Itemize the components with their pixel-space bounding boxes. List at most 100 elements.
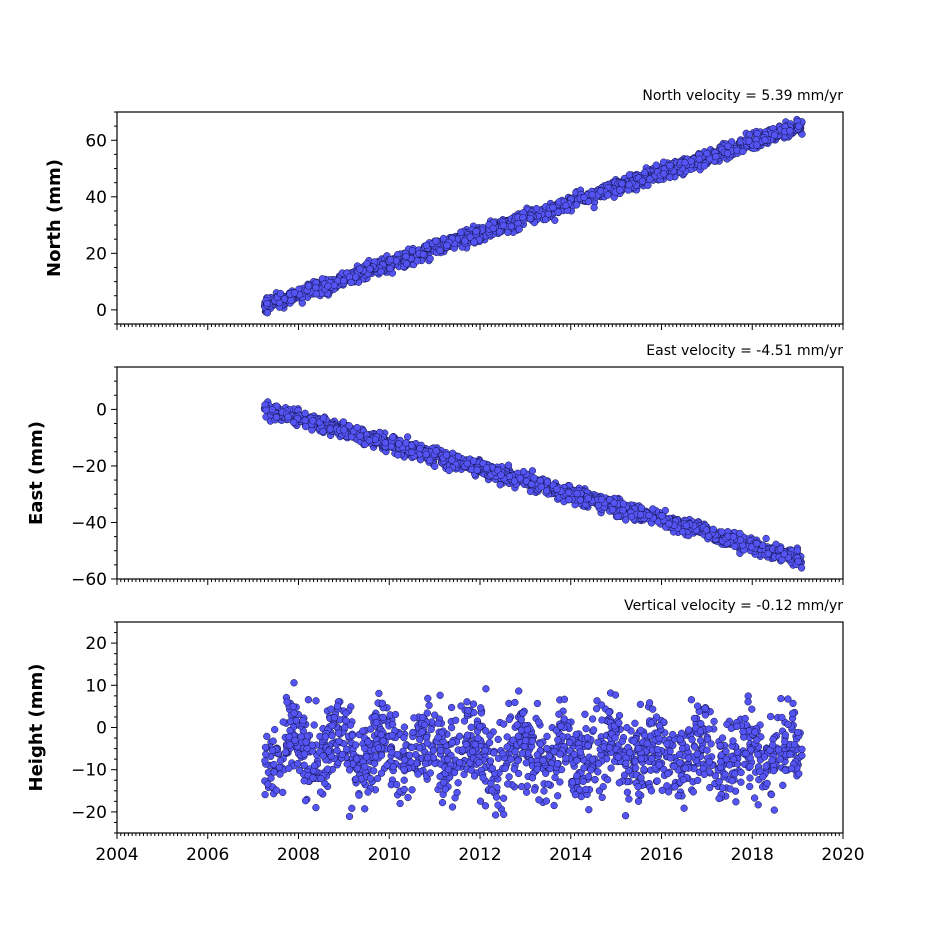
height-point <box>715 794 723 803</box>
height-point <box>270 768 278 776</box>
height-point <box>674 792 682 800</box>
north-point <box>276 289 285 298</box>
height-point <box>383 761 391 769</box>
height-point <box>754 801 762 809</box>
height-point <box>611 734 619 742</box>
height-point <box>423 709 431 717</box>
height-point <box>377 769 386 777</box>
east-point <box>776 545 785 553</box>
height-point <box>689 788 697 796</box>
height-point <box>798 745 806 753</box>
height-point <box>514 769 523 778</box>
height-point <box>457 702 465 710</box>
height-points <box>261 679 806 821</box>
east-point <box>718 528 726 536</box>
height-point <box>486 732 494 740</box>
east-y-tick-label: −40 <box>71 513 107 533</box>
height-point <box>507 755 515 763</box>
height-point <box>338 750 346 759</box>
height-point <box>680 804 688 812</box>
height-point <box>494 735 502 744</box>
height-point <box>584 772 593 781</box>
height-point <box>729 755 738 763</box>
height-point <box>436 691 444 699</box>
north-point <box>532 204 541 213</box>
east-point <box>637 504 646 512</box>
height-point <box>447 703 456 712</box>
height-point <box>490 749 498 757</box>
height-point <box>487 779 495 788</box>
height-point <box>261 790 269 799</box>
height-point <box>748 705 756 713</box>
height-point <box>316 788 325 796</box>
height-point <box>533 751 541 759</box>
east-point <box>301 416 309 425</box>
height-point <box>505 715 513 724</box>
east-point <box>340 426 348 434</box>
height-point <box>626 749 634 757</box>
east-point <box>645 511 653 520</box>
height-point <box>460 770 468 779</box>
height-point <box>625 795 633 803</box>
height-point <box>268 746 277 755</box>
height-point <box>593 697 601 705</box>
height-point <box>742 749 750 758</box>
height-point <box>452 716 460 724</box>
height-point <box>500 810 508 819</box>
north-point <box>363 259 371 268</box>
north-point <box>472 227 480 236</box>
east-point <box>679 528 687 536</box>
height-point <box>667 754 675 762</box>
east-point <box>483 464 491 472</box>
height-point <box>319 752 327 760</box>
height-point <box>425 701 433 710</box>
height-point <box>400 785 408 794</box>
height-point <box>271 725 279 734</box>
height-point <box>770 767 778 775</box>
east-point <box>530 474 538 482</box>
height-point <box>784 720 792 728</box>
height-point <box>790 740 799 749</box>
height-point <box>540 787 548 795</box>
north-point <box>504 228 512 237</box>
height-point <box>779 781 787 789</box>
height-point <box>573 772 581 780</box>
height-point <box>505 773 513 781</box>
height-point <box>750 794 759 802</box>
height-point <box>321 733 330 741</box>
height-point <box>643 739 651 748</box>
east-point <box>309 417 317 425</box>
height-point <box>291 736 299 745</box>
height-point <box>746 754 754 762</box>
height-point <box>500 720 508 728</box>
east-point <box>473 466 481 474</box>
height-point <box>784 695 792 703</box>
height-point <box>361 763 369 771</box>
north-point <box>340 277 348 285</box>
height-point <box>464 706 472 715</box>
north-point <box>263 309 272 317</box>
east-point <box>797 564 806 572</box>
height-point <box>556 750 564 758</box>
east-point <box>407 441 416 450</box>
height-point <box>427 725 435 733</box>
height-point <box>453 788 461 797</box>
east-point <box>301 409 309 417</box>
height-point <box>300 777 308 785</box>
height-point <box>348 731 357 740</box>
north-point <box>584 197 593 206</box>
height-point <box>396 799 404 808</box>
height-point <box>588 715 597 723</box>
height-point <box>725 761 734 769</box>
height-point <box>503 743 511 751</box>
height-point <box>511 747 519 756</box>
east-point <box>614 512 622 521</box>
north-y-tick-label: 20 <box>85 244 107 264</box>
east-point <box>448 456 456 464</box>
north-point <box>386 255 395 264</box>
height-point <box>544 780 552 788</box>
north-point <box>366 265 374 273</box>
height-point <box>289 702 297 711</box>
height-point <box>677 729 686 737</box>
north-point <box>515 225 523 233</box>
